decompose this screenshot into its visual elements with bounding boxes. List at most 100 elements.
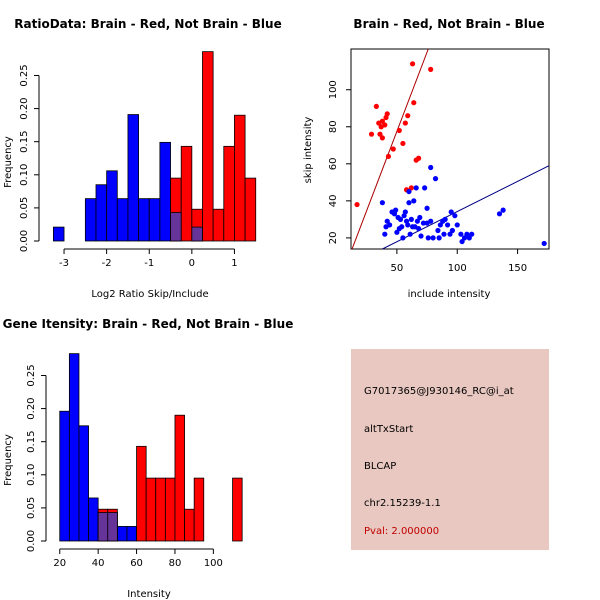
- scatter-x-tick-label: 100: [448, 263, 467, 274]
- info-event-type: altTxStart: [364, 424, 414, 435]
- scatter-point-brain: [402, 120, 408, 126]
- intensity-blue-bar: [59, 410, 70, 542]
- intensity-y-tick-label: 0.20: [26, 397, 37, 419]
- intensity-blue-bar: [88, 497, 99, 542]
- ratio-histogram-plot: -3 -2 -1 0 1 0.00 0.05 0.10 0.15 0.20 0.25: [19, 51, 257, 269]
- intensity-red-bar: [232, 477, 243, 542]
- ratio-y-tick-label: 0.15: [19, 131, 30, 153]
- scatter-point-not-brain: [424, 205, 430, 211]
- intensity-blue-bar: [116, 526, 128, 542]
- intensity-overlap-bar: [107, 512, 118, 542]
- ratio-overlap-bar: [191, 226, 203, 242]
- scatter-point-brain: [400, 140, 406, 147]
- intensity-x-tick-label: 20: [53, 558, 66, 569]
- scatter-point-not-brain: [384, 218, 390, 224]
- info-box: G7017365@J930146_RC@i_at altTxStart BLCA…: [351, 349, 549, 550]
- ratio-x-tick-label: -3: [59, 258, 69, 269]
- scatter-title: Brain - Red, Not Brain - Blue: [353, 17, 544, 31]
- scatter-point-not-brain: [435, 227, 441, 234]
- scatter-point-not-brain: [399, 224, 405, 230]
- scatter-point-brain: [382, 122, 388, 128]
- scatter-point-not-brain: [454, 222, 460, 228]
- scatter-point-brain: [384, 111, 390, 117]
- ratio-y-tick-label: 0.10: [19, 164, 30, 186]
- scatter-point-brain: [416, 155, 422, 161]
- fit-line-brain: [351, 49, 429, 249]
- intensity-y-tick-label: 0.10: [26, 464, 37, 486]
- scatter-point-not-brain: [541, 240, 547, 247]
- scatter-point-not-brain: [447, 231, 453, 237]
- scatter-point-not-brain: [402, 209, 408, 215]
- info-gene-name: BLCAP: [364, 461, 397, 472]
- scatter-point-not-brain: [393, 207, 399, 213]
- scatter-fit-lines: [351, 49, 549, 249]
- ratio-red-bar: [244, 177, 257, 242]
- scatter-point-not-brain: [441, 231, 447, 237]
- intensity-x-tick-label: 60: [130, 558, 143, 569]
- scatter-point-brain: [396, 127, 402, 134]
- intensity-red-bar: [193, 477, 205, 542]
- scatter-point-not-brain: [500, 207, 506, 213]
- info-location: chr2.15239-1.1: [364, 498, 441, 509]
- scatter-point-not-brain: [408, 216, 414, 222]
- ratio-blue-bar: [95, 184, 108, 242]
- scatter-point-not-brain: [459, 238, 465, 245]
- scatter-xlabel: include intensity: [408, 289, 491, 300]
- scatter-point-not-brain: [411, 198, 417, 204]
- scatter-point-brain: [390, 146, 396, 152]
- scatter-point-brain: [405, 113, 411, 119]
- scatter-point-not-brain: [418, 233, 424, 239]
- intensity-histogram-xlabel: Intensity: [127, 589, 171, 600]
- scatter-point-brain: [409, 61, 416, 67]
- ratio-x-tick-label: 1: [231, 258, 237, 269]
- scatter-x-tick-label: 50: [391, 263, 404, 274]
- scatter-y-tick-label: 80: [328, 120, 339, 133]
- scatter-point-not-brain: [387, 222, 393, 228]
- scatter-point-not-brain: [452, 213, 458, 219]
- ratio-blue-bar: [148, 198, 161, 242]
- intensity-blue-bar: [68, 353, 80, 542]
- ratio-histogram-xlabel: Log2 Ratio Skip/Include: [91, 289, 208, 300]
- scatter-point-not-brain: [382, 231, 388, 237]
- scatter-plot-frame: [350, 48, 550, 250]
- scatter-point-not-brain: [466, 235, 472, 241]
- scatter-point-not-brain: [430, 235, 436, 241]
- scatter-point-not-brain: [425, 235, 431, 241]
- info-pval: Pval: 2.000000: [364, 526, 440, 537]
- scatter-point-brain: [411, 100, 417, 106]
- ratio-red-bar: [223, 145, 235, 242]
- ratio-x-tick-label: 0: [189, 258, 195, 269]
- scatter-point-not-brain: [464, 231, 470, 237]
- scatter-point-not-brain: [405, 222, 411, 228]
- intensity-x-tick-label: 40: [92, 558, 105, 569]
- intensity-histogram-plot: 20 40 60 80 100 0.00 0.05 0.10 0.15 0.20 0.25: [26, 353, 243, 569]
- scatter-panel: Brain - Red, Not Brain - Blue 50 100 150 20…: [303, 17, 550, 300]
- ratio-histogram-ylabel: Frequency: [3, 136, 14, 188]
- scatter-point-not-brain: [413, 185, 419, 191]
- scatter-point-not-brain: [432, 176, 439, 182]
- scatter-point-not-brain: [407, 231, 413, 237]
- intensity-x-tick-label: 100: [204, 558, 223, 569]
- scatter-point-not-brain: [406, 188, 412, 195]
- scatter-y-tick-label: 100: [328, 80, 339, 99]
- scatter-point-not-brain: [496, 211, 503, 217]
- scatter-y-tick-label: 20: [328, 232, 339, 245]
- scatter-point-brain: [368, 131, 375, 137]
- scatter-point-brain: [428, 66, 434, 72]
- scatter-point-not-brain: [428, 164, 434, 171]
- ratio-x-tick-label: -1: [144, 258, 154, 269]
- intensity-red-bar: [136, 445, 147, 542]
- scatter-point-not-brain: [417, 214, 423, 221]
- intensity-x-tick-label: 80: [169, 558, 182, 569]
- intensity-blue-bar: [126, 526, 137, 542]
- intensity-y-tick-label: 0.05: [26, 497, 37, 519]
- ratio-red-bar: [234, 114, 246, 242]
- ratio-y-tick-label: 0.25: [19, 64, 30, 86]
- scatter-point-not-brain: [436, 235, 442, 241]
- scatter-point-not-brain: [416, 226, 422, 232]
- scatter-point-not-brain: [397, 216, 404, 222]
- intensity-histogram-ylabel: Frequency: [3, 434, 14, 486]
- scatter-point-brain: [379, 118, 385, 124]
- ratio-blue-bar: [84, 198, 97, 242]
